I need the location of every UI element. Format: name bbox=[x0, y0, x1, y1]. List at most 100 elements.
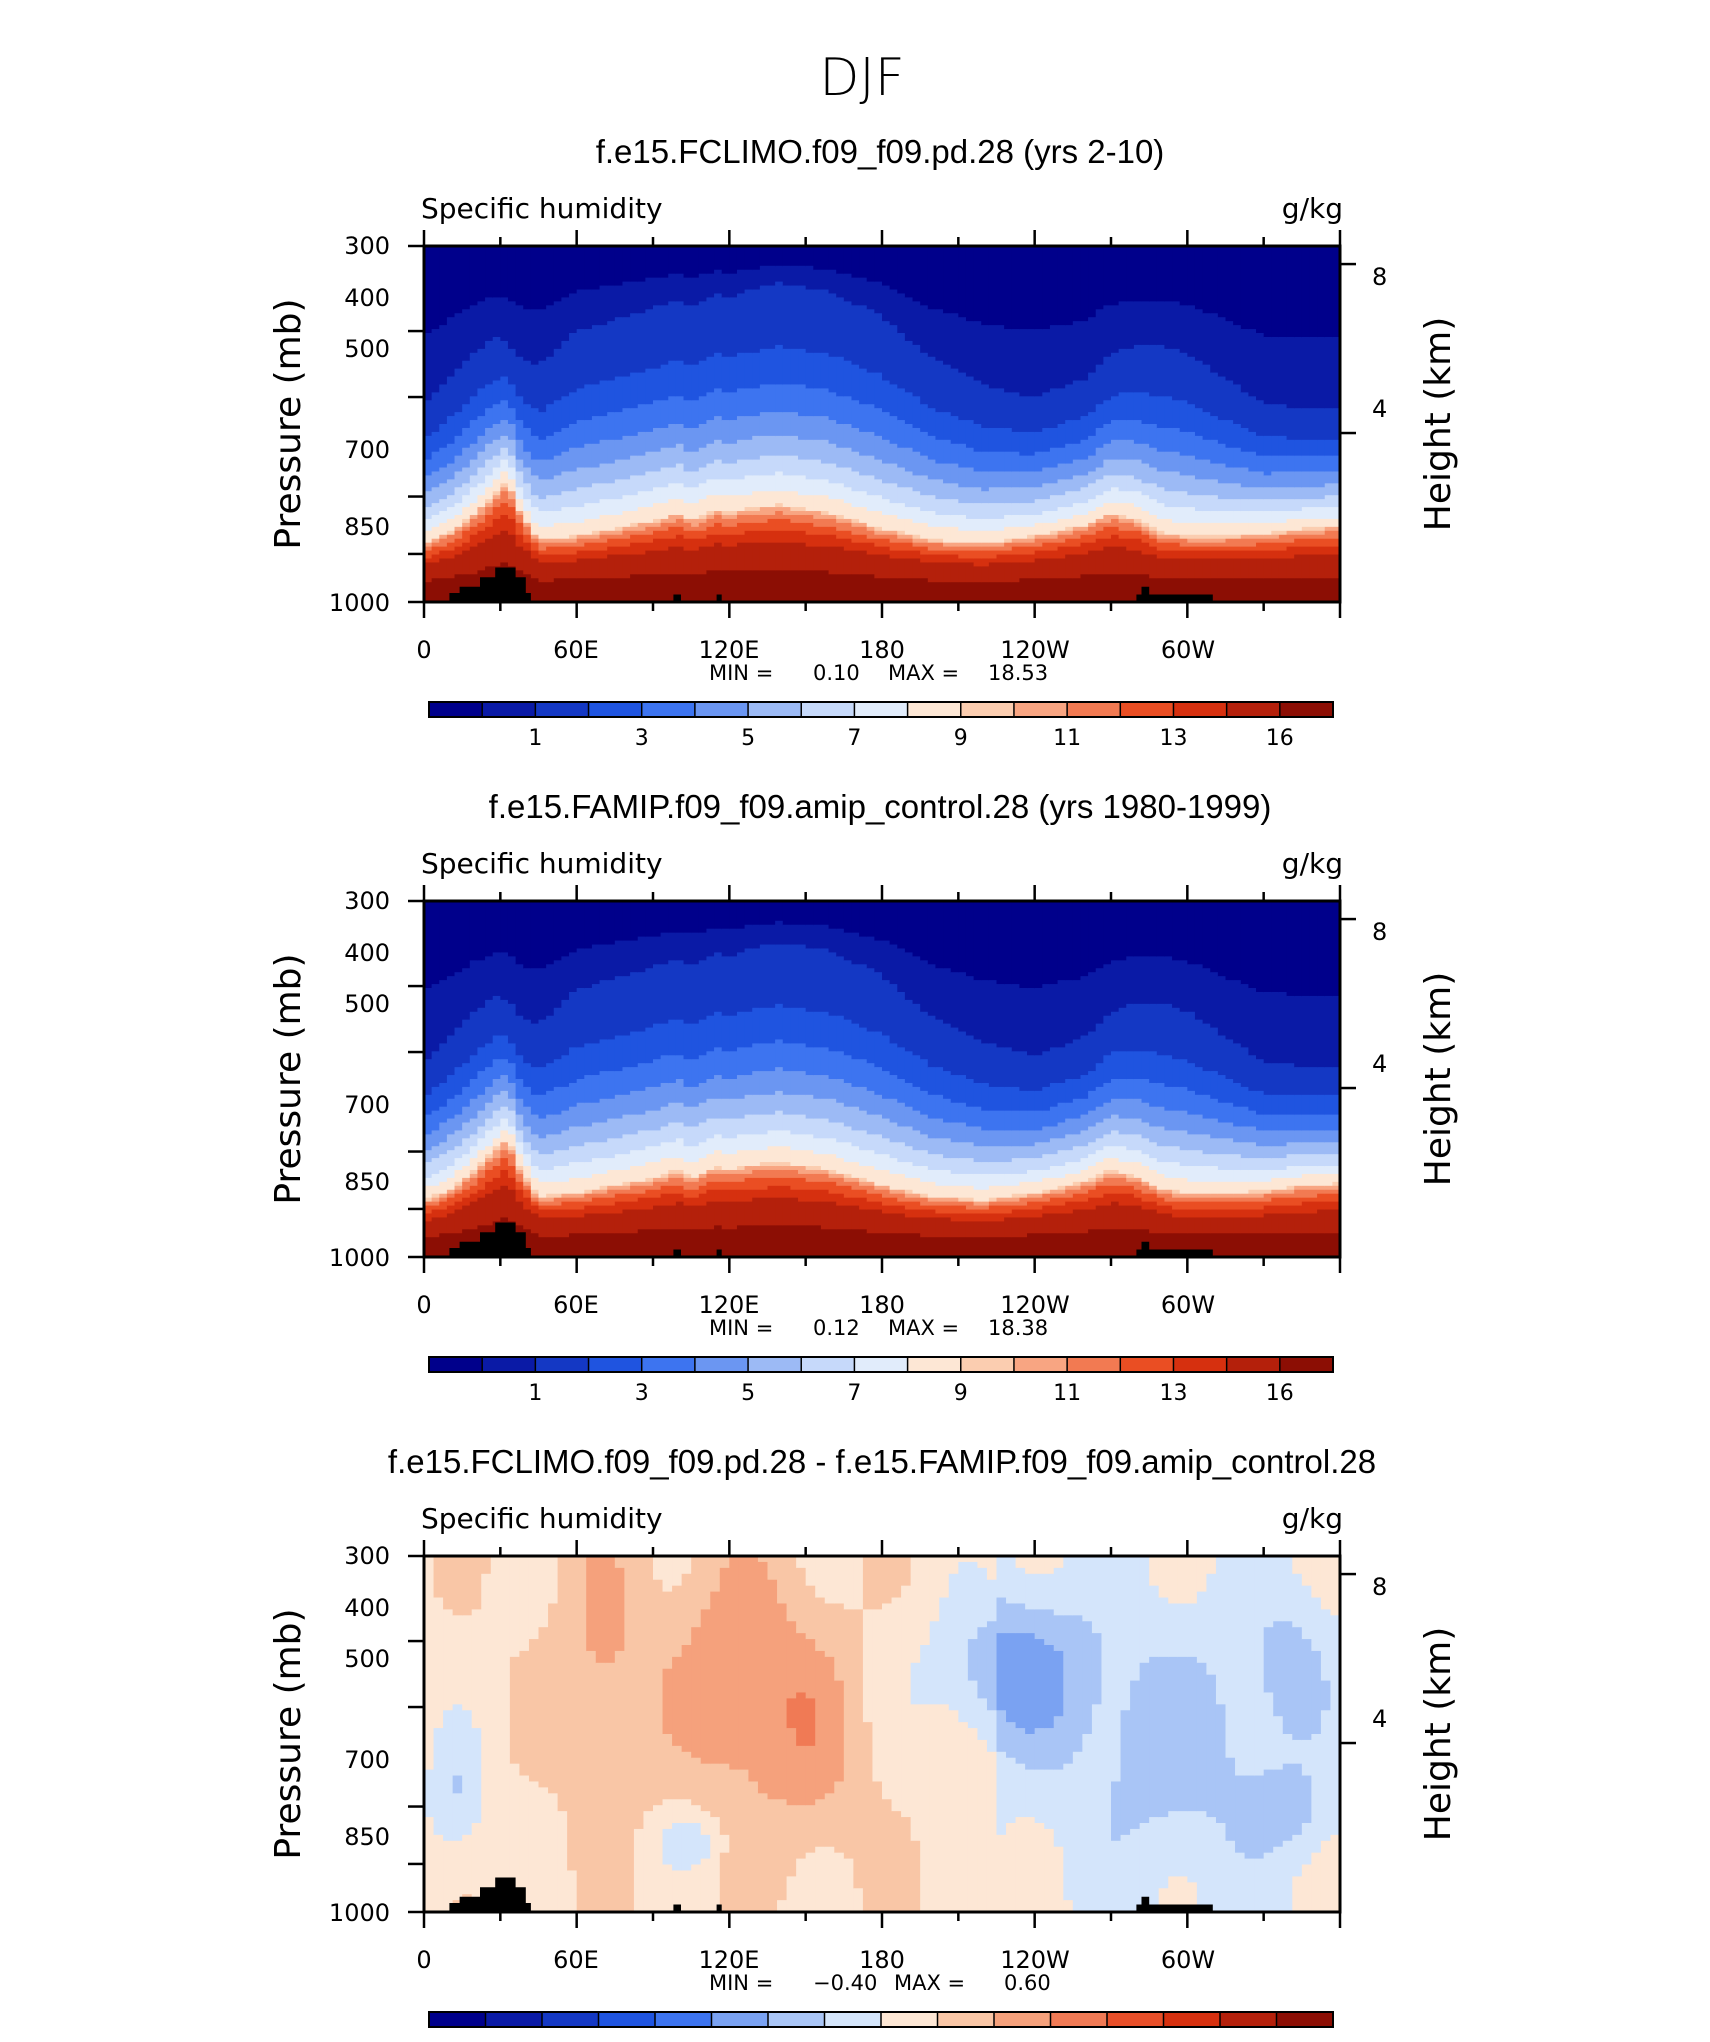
field-cell bbox=[927, 1138, 937, 1155]
field-cell bbox=[433, 1728, 444, 1836]
field-cell bbox=[920, 1704, 931, 1912]
field-cell bbox=[790, 1114, 799, 1135]
field-cell bbox=[485, 475, 494, 488]
field-cell bbox=[748, 1556, 759, 1783]
field-cell bbox=[874, 246, 883, 283]
field-cell bbox=[1141, 554, 1150, 575]
field-cell bbox=[767, 1130, 776, 1147]
field-cell bbox=[622, 530, 631, 540]
panel-3-ytick-500: 500 bbox=[344, 1645, 390, 1673]
field-cell bbox=[1324, 1154, 1333, 1167]
field-cell bbox=[1194, 495, 1204, 512]
panel-3-min-label: MIN = bbox=[709, 1971, 773, 1995]
field-cell bbox=[1309, 1142, 1318, 1155]
field-cell bbox=[851, 574, 860, 602]
field-cell bbox=[1179, 1166, 1188, 1179]
field-cell bbox=[446, 534, 456, 544]
field-cell bbox=[591, 289, 601, 326]
field-cell bbox=[1187, 1882, 1198, 1912]
field-cell bbox=[1194, 360, 1204, 409]
field-cell bbox=[1034, 1181, 1043, 1195]
panel-3-field bbox=[424, 1556, 1340, 1912]
field-cell bbox=[736, 1047, 746, 1076]
field-cell bbox=[1049, 578, 1059, 602]
field-cell bbox=[622, 281, 631, 318]
field-cell bbox=[1072, 1146, 1082, 1163]
field-cell bbox=[1065, 507, 1074, 520]
field-cell bbox=[538, 1138, 547, 1155]
field-cell bbox=[736, 534, 746, 544]
field-cell bbox=[759, 1007, 769, 1044]
field-cell bbox=[645, 451, 654, 473]
field-cell bbox=[1202, 558, 1211, 579]
field-cell bbox=[462, 522, 471, 528]
field-cell bbox=[1286, 1205, 1295, 1215]
field-cell bbox=[889, 246, 898, 291]
field-cell bbox=[681, 1556, 692, 1575]
field-cell bbox=[1256, 400, 1265, 437]
field-cell bbox=[1118, 518, 1127, 524]
field-cell bbox=[431, 1209, 440, 1219]
field-cell bbox=[607, 1071, 616, 1100]
field-cell bbox=[1095, 309, 1104, 366]
field-cell bbox=[485, 1181, 494, 1195]
field-cell bbox=[1301, 530, 1311, 536]
field-cell bbox=[996, 1201, 1005, 1207]
field-cell bbox=[790, 511, 799, 516]
field-cell bbox=[530, 901, 540, 969]
field-cell bbox=[1027, 431, 1036, 457]
field-cell bbox=[546, 435, 555, 461]
field-cell bbox=[1095, 364, 1104, 405]
field-cell bbox=[943, 1023, 952, 1072]
field-cell bbox=[1080, 487, 1089, 504]
field-cell bbox=[767, 491, 776, 508]
field-cell bbox=[851, 427, 860, 453]
field-cell bbox=[767, 455, 776, 477]
field-cell bbox=[607, 412, 616, 441]
field-cell bbox=[515, 305, 524, 358]
field-cell bbox=[1049, 1193, 1059, 1199]
field-cell bbox=[752, 1166, 761, 1171]
field-cell bbox=[1217, 246, 1227, 318]
field-cell bbox=[714, 1181, 723, 1191]
field-cell bbox=[920, 1166, 929, 1183]
field-cell bbox=[1324, 483, 1333, 496]
field-cell bbox=[981, 246, 990, 326]
field-cell bbox=[1103, 1193, 1112, 1207]
field-cell bbox=[986, 1579, 998, 1622]
field-cell bbox=[1080, 1185, 1089, 1195]
field-cell bbox=[1111, 439, 1120, 461]
field-cell bbox=[1118, 301, 1127, 350]
field-cell bbox=[500, 483, 509, 488]
field-cell bbox=[691, 277, 700, 306]
field-cell bbox=[1004, 542, 1013, 552]
field-cell bbox=[996, 471, 1005, 488]
field-cell bbox=[1103, 1229, 1112, 1257]
field-cell bbox=[782, 1197, 791, 1226]
field-cell bbox=[843, 1858, 854, 1912]
field-cell bbox=[843, 1556, 854, 1610]
field-cell bbox=[706, 1138, 715, 1155]
field-cell bbox=[798, 1201, 807, 1226]
field-cell bbox=[736, 1118, 746, 1135]
field-cell bbox=[561, 491, 570, 508]
field-cell bbox=[805, 1011, 814, 1048]
field-cell bbox=[477, 435, 486, 453]
field-cell bbox=[653, 1110, 662, 1132]
field-cell bbox=[1088, 1031, 1097, 1072]
field-cell bbox=[920, 554, 929, 564]
panel-1-title: f.e15.FCLIMO.f09_f09.pd.28 (yrs 2-10) bbox=[596, 133, 1165, 170]
field-cell bbox=[452, 1556, 463, 1616]
field-cell bbox=[538, 1154, 547, 1171]
field-cell bbox=[1248, 396, 1257, 433]
field-cell bbox=[675, 1185, 685, 1195]
field-cell bbox=[1172, 558, 1181, 579]
field-cell bbox=[805, 1639, 816, 1699]
field-cell bbox=[584, 246, 593, 291]
field-cell bbox=[546, 459, 555, 480]
field-cell bbox=[904, 447, 914, 473]
field-cell bbox=[1164, 901, 1173, 957]
field-cell bbox=[462, 483, 471, 496]
field-cell bbox=[805, 1225, 814, 1257]
field-cell bbox=[424, 459, 433, 477]
